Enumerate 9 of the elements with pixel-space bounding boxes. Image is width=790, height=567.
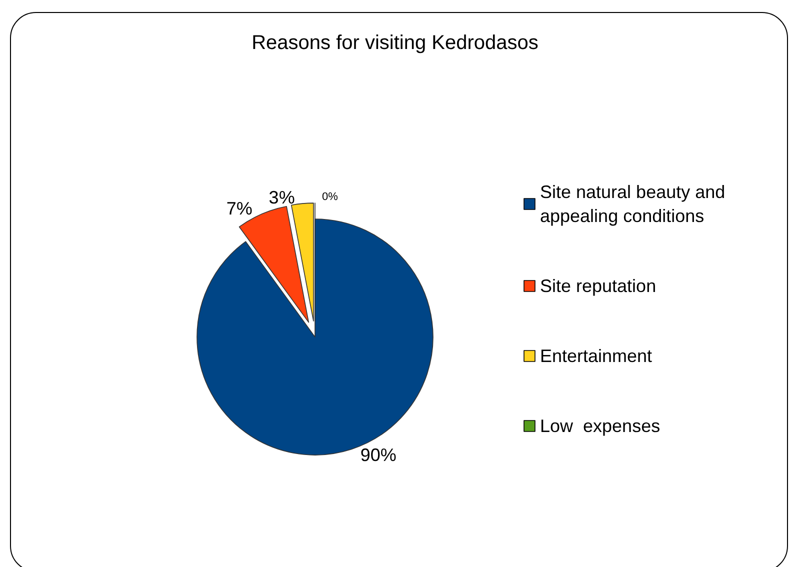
data-label: 7% xyxy=(226,198,252,219)
legend-label: Site natural beauty and appealing conditions xyxy=(540,182,730,226)
data-label: 3% xyxy=(268,188,295,208)
legend-label: Site reputation xyxy=(540,276,656,296)
legend-label: Entertainment xyxy=(540,346,652,366)
legend-label: Low expenses xyxy=(540,416,660,436)
text: 0% xyxy=(322,191,338,203)
chart-title: Reasons for visiting Kedrodasos xyxy=(252,32,538,54)
data-label: 90% xyxy=(360,444,396,465)
